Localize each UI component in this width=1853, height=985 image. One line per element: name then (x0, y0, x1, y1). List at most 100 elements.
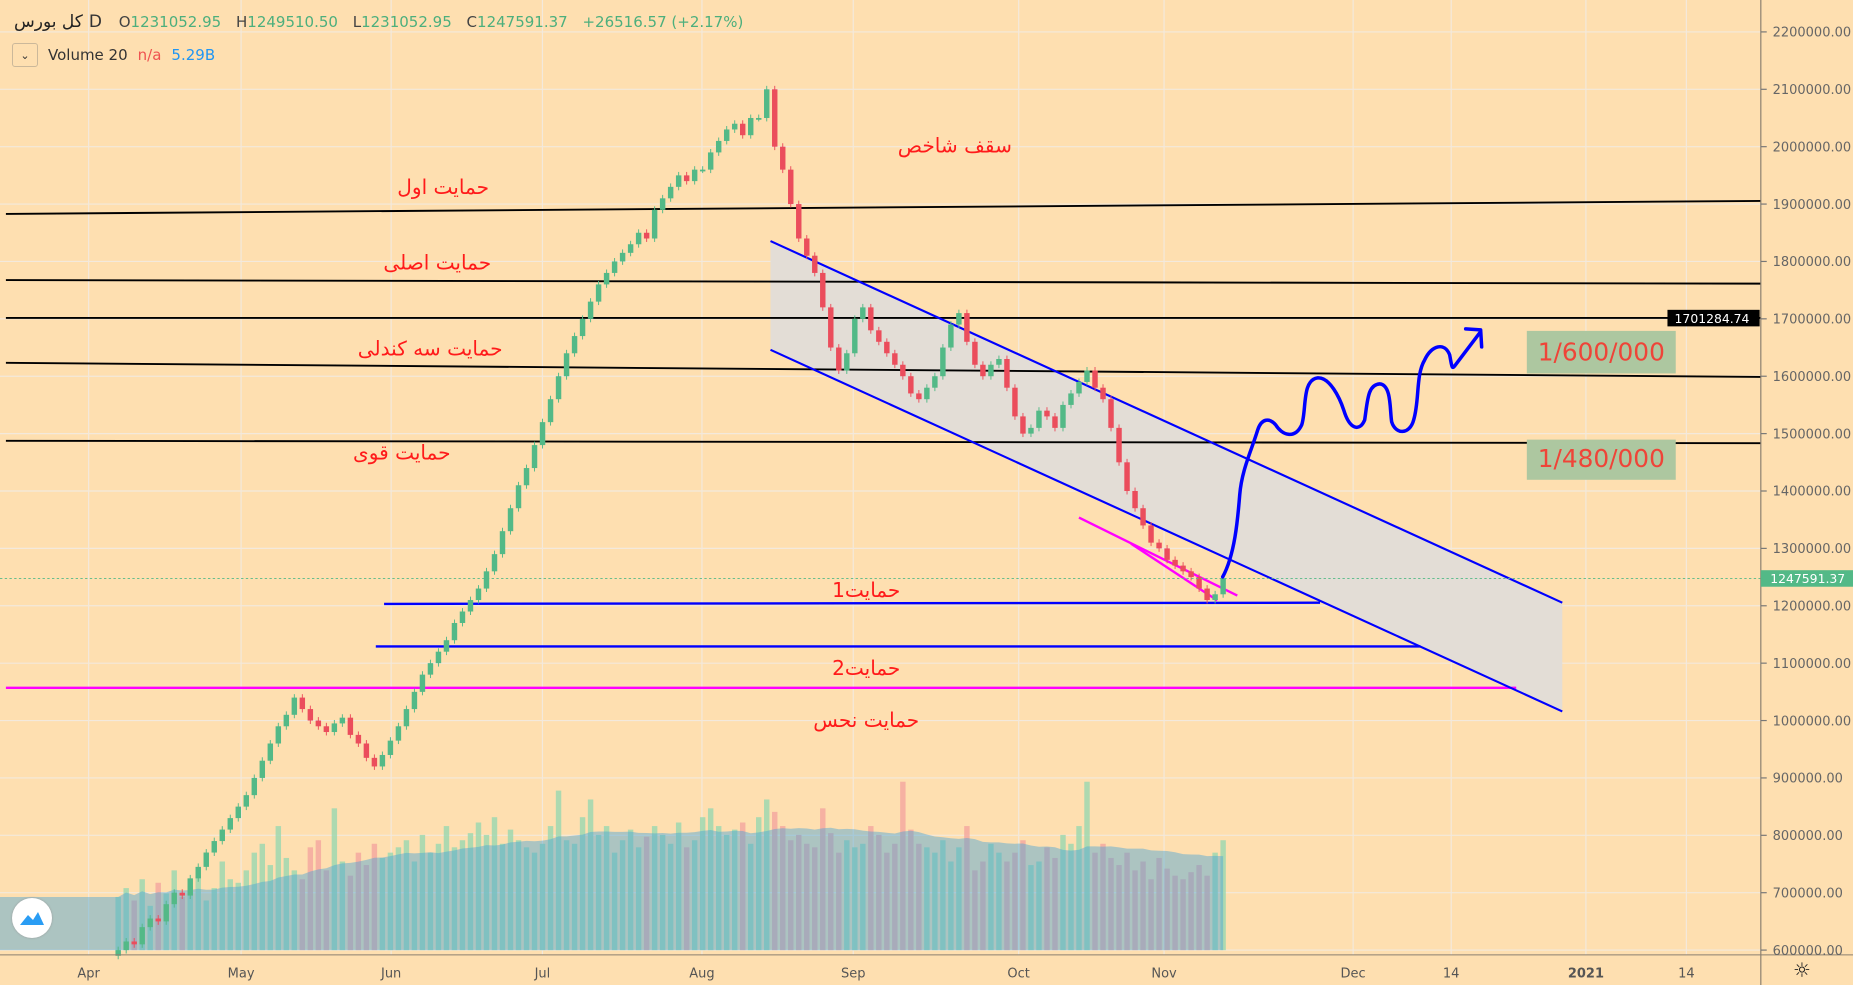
time-label[interactable]: Jun (380, 966, 401, 981)
volume-bar (828, 833, 834, 951)
candle-body (547, 399, 554, 423)
candle (844, 349, 850, 374)
volume-bar (1108, 857, 1114, 951)
price-tick-label: 2000000.00 (1773, 140, 1851, 155)
hline-1[interactable] (5, 199, 1761, 215)
label-support-unlucky[interactable]: حمایت نحس (813, 708, 919, 732)
volume-bar (395, 847, 402, 951)
volume-bar (619, 840, 626, 951)
hline-4[interactable] (5, 361, 1761, 378)
candle-body (603, 272, 610, 285)
candle (747, 114, 754, 139)
candle (836, 344, 842, 374)
channel-lower-line[interactable] (770, 348, 1563, 713)
candle-body (731, 123, 738, 130)
candle (299, 694, 306, 713)
support-1-line[interactable] (384, 601, 1321, 606)
candle (179, 889, 185, 900)
horizontal-lines[interactable] (5, 199, 1761, 445)
candle-body (211, 841, 217, 853)
volume-bar (427, 852, 434, 951)
target-box-low[interactable]: 1/480/000 (1526, 439, 1676, 480)
label-ceiling[interactable]: سقف شاخص (898, 133, 1012, 157)
candle-body (147, 918, 153, 928)
time-label[interactable]: 14 (1678, 966, 1695, 981)
candle-body (203, 852, 209, 867)
candle (804, 235, 810, 260)
channel-upper-line[interactable] (770, 240, 1563, 604)
time-label[interactable]: Aug (689, 966, 714, 981)
target-box-high[interactable]: 1/600/000 (1526, 330, 1676, 374)
candle-body (1068, 393, 1074, 405)
last-price-label: 1247591.37 (1760, 570, 1853, 587)
volume-legend: ⌄ Volume 20 n/a 5.29B (12, 43, 215, 67)
volume-bar (403, 840, 410, 951)
label-support-main[interactable]: حمایت اصلی (383, 250, 491, 274)
hline-5[interactable] (5, 439, 1761, 445)
candle (900, 361, 906, 380)
candle (667, 183, 674, 202)
time-label[interactable]: Nov (1151, 966, 1177, 981)
candle-body (739, 123, 746, 136)
time-label[interactable]: May (228, 966, 255, 981)
volume-bar (764, 799, 770, 951)
time-label[interactable]: Apr (77, 966, 100, 981)
candle-body (259, 760, 266, 778)
candle (419, 671, 426, 696)
time-label[interactable]: Dec (1341, 966, 1366, 981)
volume-value-na: n/a (137, 46, 162, 64)
volume-bar (539, 843, 546, 951)
annotations[interactable]: سقف شاخص حمایت اول حمایت اصلی حمایت سه ک… (353, 133, 1012, 731)
candle (1196, 573, 1202, 592)
time-axis-labels[interactable]: Apr May Jun Jul Aug Sep Oct Nov Dec 14 2021 14 (77, 966, 1694, 981)
time-label[interactable]: Jul (534, 966, 551, 981)
label-support-1[interactable]: حمایت1 (832, 578, 900, 602)
candle-body (347, 717, 354, 735)
label-support-first[interactable]: حمایت اول (397, 175, 489, 199)
volume-bar (643, 836, 650, 951)
volume-bar (972, 870, 978, 951)
price-axis-bg[interactable] (1760, 0, 1853, 985)
volume-indicator-name[interactable]: Volume 20 (48, 46, 128, 64)
collapse-chevron-icon[interactable]: ⌄ (12, 43, 38, 67)
candle-body (643, 232, 650, 239)
time-label[interactable]: Oct (1007, 966, 1029, 981)
candle-body (483, 571, 490, 589)
time-label[interactable]: 2021 (1568, 966, 1604, 981)
volume-bar (267, 865, 274, 951)
settings-gear-icon[interactable]: ☼ (1793, 958, 1811, 982)
forecast-path[interactable] (1220, 327, 1484, 579)
candle-body (235, 806, 241, 819)
candle (1172, 556, 1178, 570)
candle-body (1100, 387, 1106, 400)
label-support-three-candle[interactable]: حمایت سه کندلی (358, 337, 503, 361)
volume-ma-area (0, 827, 1224, 951)
candle-body (579, 318, 586, 337)
symbol-name[interactable]: کل بورس (14, 12, 83, 32)
candle (1124, 458, 1130, 495)
hline-2[interactable] (5, 279, 1761, 285)
label-support-2[interactable]: حمایت2 (832, 656, 900, 680)
candle-body (155, 918, 161, 922)
volume-bar (1100, 843, 1106, 951)
candle (1132, 487, 1138, 512)
candle (924, 384, 930, 403)
time-label[interactable]: 14 (1443, 966, 1460, 981)
volume-bar (251, 852, 258, 951)
forecast-wave[interactable] (1220, 331, 1482, 579)
time-label[interactable]: Sep (841, 966, 865, 981)
candle (916, 389, 922, 403)
tradingview-logo-icon[interactable] (12, 898, 52, 938)
wedge-upper-line[interactable] (1078, 516, 1238, 597)
candle (675, 171, 682, 191)
candle (1188, 567, 1194, 581)
candle (555, 372, 562, 403)
label-support-strong[interactable]: حمایت قوی (353, 441, 451, 465)
candle-body (747, 117, 754, 136)
timeframe[interactable]: D (88, 12, 102, 32)
volume-bar (483, 834, 490, 951)
candle (251, 774, 258, 799)
candle-body (1212, 594, 1218, 601)
wedge-lower-line[interactable] (1130, 542, 1218, 602)
